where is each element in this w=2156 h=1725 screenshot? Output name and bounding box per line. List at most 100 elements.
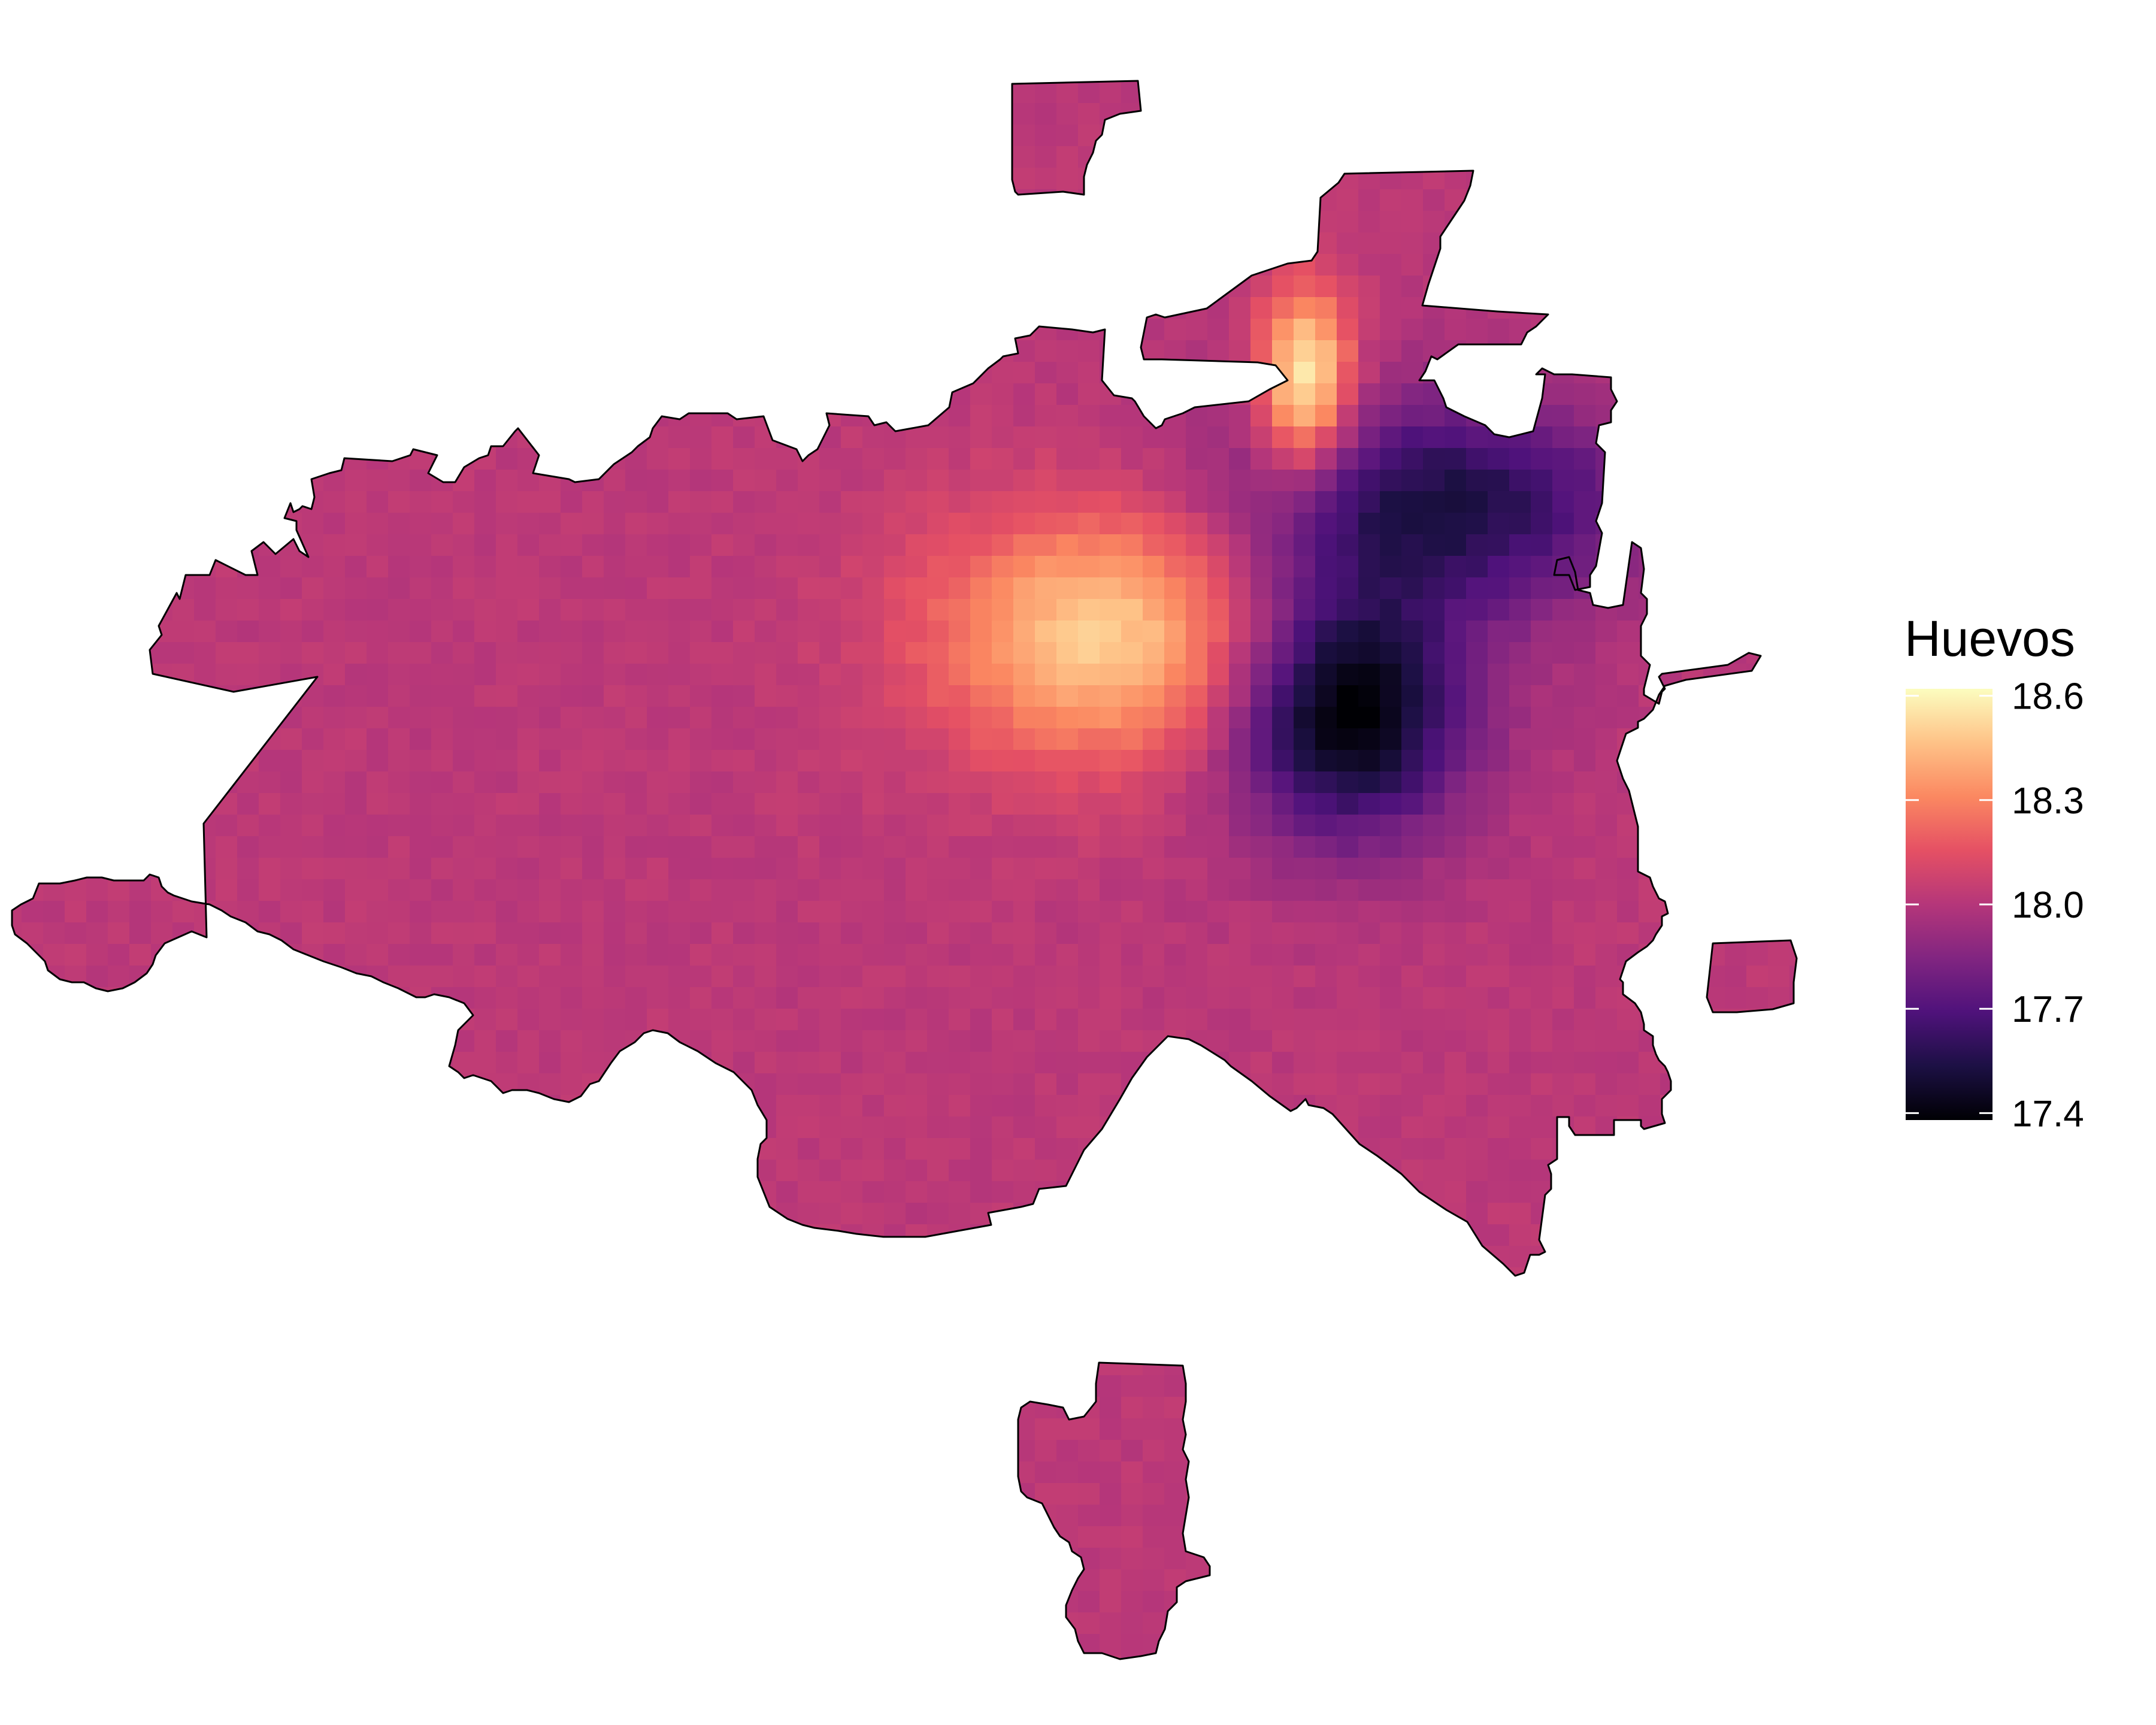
heat-cell: [151, 685, 173, 707]
heat-cell: [1358, 1160, 1380, 1182]
heat-cell: [1013, 836, 1035, 858]
heat-cell: [1250, 836, 1273, 858]
heat-cell: [151, 319, 173, 341]
heat-cell: [1337, 1052, 1359, 1074]
heat-cell: [1488, 448, 1510, 470]
heat-cell: [1186, 319, 1208, 341]
heat-cell: [1207, 362, 1230, 384]
heat-cell: [367, 1181, 389, 1203]
heat-cell: [1488, 254, 1510, 276]
heat-cell: [711, 1160, 734, 1182]
heat-cell: [194, 750, 216, 772]
heat-cell: [1035, 858, 1057, 880]
heat-cell: [647, 189, 669, 211]
heat-cell: [517, 103, 540, 125]
heat-cell: [841, 1052, 863, 1074]
heat-cell: [798, 1052, 820, 1074]
heat-cell: [1186, 1116, 1208, 1139]
heat-cell: [776, 491, 798, 513]
heat-cell: [604, 232, 626, 255]
heat-cell: [1725, 879, 1747, 901]
heat-cell: [129, 1311, 152, 1333]
heat-cell: [1725, 858, 1747, 880]
heat-cell: [1315, 556, 1337, 578]
heat-cell: [367, 513, 389, 535]
heat-cell: [949, 534, 971, 556]
heat-cell: [1768, 707, 1790, 729]
heat-cell: [216, 319, 238, 341]
heat-cell: [625, 836, 647, 858]
heat-cell: [1207, 750, 1230, 772]
heat-cell: [1746, 750, 1769, 772]
heat-cell: [1595, 858, 1618, 880]
heat-cell: [625, 577, 647, 600]
heat-cell: [1078, 340, 1100, 362]
heat-cell: [1358, 491, 1380, 513]
heat-cell: [431, 1246, 453, 1268]
heat-cell: [453, 125, 475, 147]
heat-cell: [43, 750, 65, 772]
heat-cell: [755, 1030, 777, 1052]
heat-cell: [388, 1246, 410, 1268]
heat-cell: [1660, 125, 1682, 147]
heat-cell: [474, 1267, 496, 1290]
heat-cell: [733, 793, 755, 815]
heat-cell: [862, 189, 885, 211]
heat-cell: [1466, 1160, 1488, 1182]
heat-cell: [1013, 491, 1035, 513]
heat-cell: [1229, 1224, 1251, 1246]
heat-cell: [1143, 944, 1165, 966]
heat-cell: [1294, 987, 1316, 1009]
heat-cell: [1186, 901, 1208, 923]
heat-cell: [1013, 944, 1035, 966]
heat-cell: [1272, 1052, 1294, 1074]
heat-cell: [1121, 944, 1143, 966]
heat-cell: [1229, 362, 1251, 384]
heat-cell: [862, 728, 885, 750]
heat-cell: [1552, 728, 1574, 750]
heat-cell: [43, 254, 65, 276]
heat-cell: [323, 276, 346, 298]
heat-cell: [1401, 1009, 1424, 1031]
heat-cell: [647, 1095, 669, 1117]
heat-cell: [1337, 879, 1359, 901]
heat-cell: [1768, 879, 1790, 901]
heat-cell: [949, 728, 971, 750]
heat-cell: [1358, 1289, 1380, 1311]
heat-cell: [12, 1073, 22, 1095]
heat-cell: [970, 81, 992, 104]
heat-cell: [1445, 793, 1467, 815]
heat-cell: [992, 81, 1014, 104]
heat-cell: [1466, 232, 1488, 255]
heat-cell: [1466, 707, 1488, 729]
heat-cell: [22, 297, 44, 319]
heat-cell: [323, 1030, 346, 1052]
heat-cell: [1272, 1030, 1294, 1052]
heat-cell: [86, 1311, 108, 1333]
heat-cell: [625, 1160, 647, 1182]
heat-cell: [1789, 168, 1797, 190]
heat-cell: [668, 664, 691, 686]
heat-cell: [1056, 707, 1079, 729]
heat-cell: [345, 728, 367, 750]
heat-cell: [1186, 707, 1208, 729]
heat-cell: [1100, 1030, 1122, 1052]
heat-cell: [1121, 793, 1143, 815]
heat-cell: [798, 1030, 820, 1052]
heat-cell: [1768, 103, 1790, 125]
heat-cell: [1423, 491, 1445, 513]
heat-cell: [453, 254, 475, 276]
heat-cell: [1811, 966, 1833, 988]
heat-cell: [151, 189, 173, 211]
heat-cell: [1466, 815, 1488, 837]
heat-cell: [86, 1116, 108, 1139]
heat-cell: [1811, 1052, 1833, 1074]
heat-cell: [1423, 879, 1445, 901]
heat-cell: [367, 189, 389, 211]
heat-cell: [1315, 1009, 1337, 1031]
heat-cell: [1337, 340, 1359, 362]
heat-cell: [1423, 707, 1445, 729]
heat-cell: [474, 1289, 496, 1311]
heat-cell: [410, 297, 432, 319]
heat-cell: [345, 254, 367, 276]
